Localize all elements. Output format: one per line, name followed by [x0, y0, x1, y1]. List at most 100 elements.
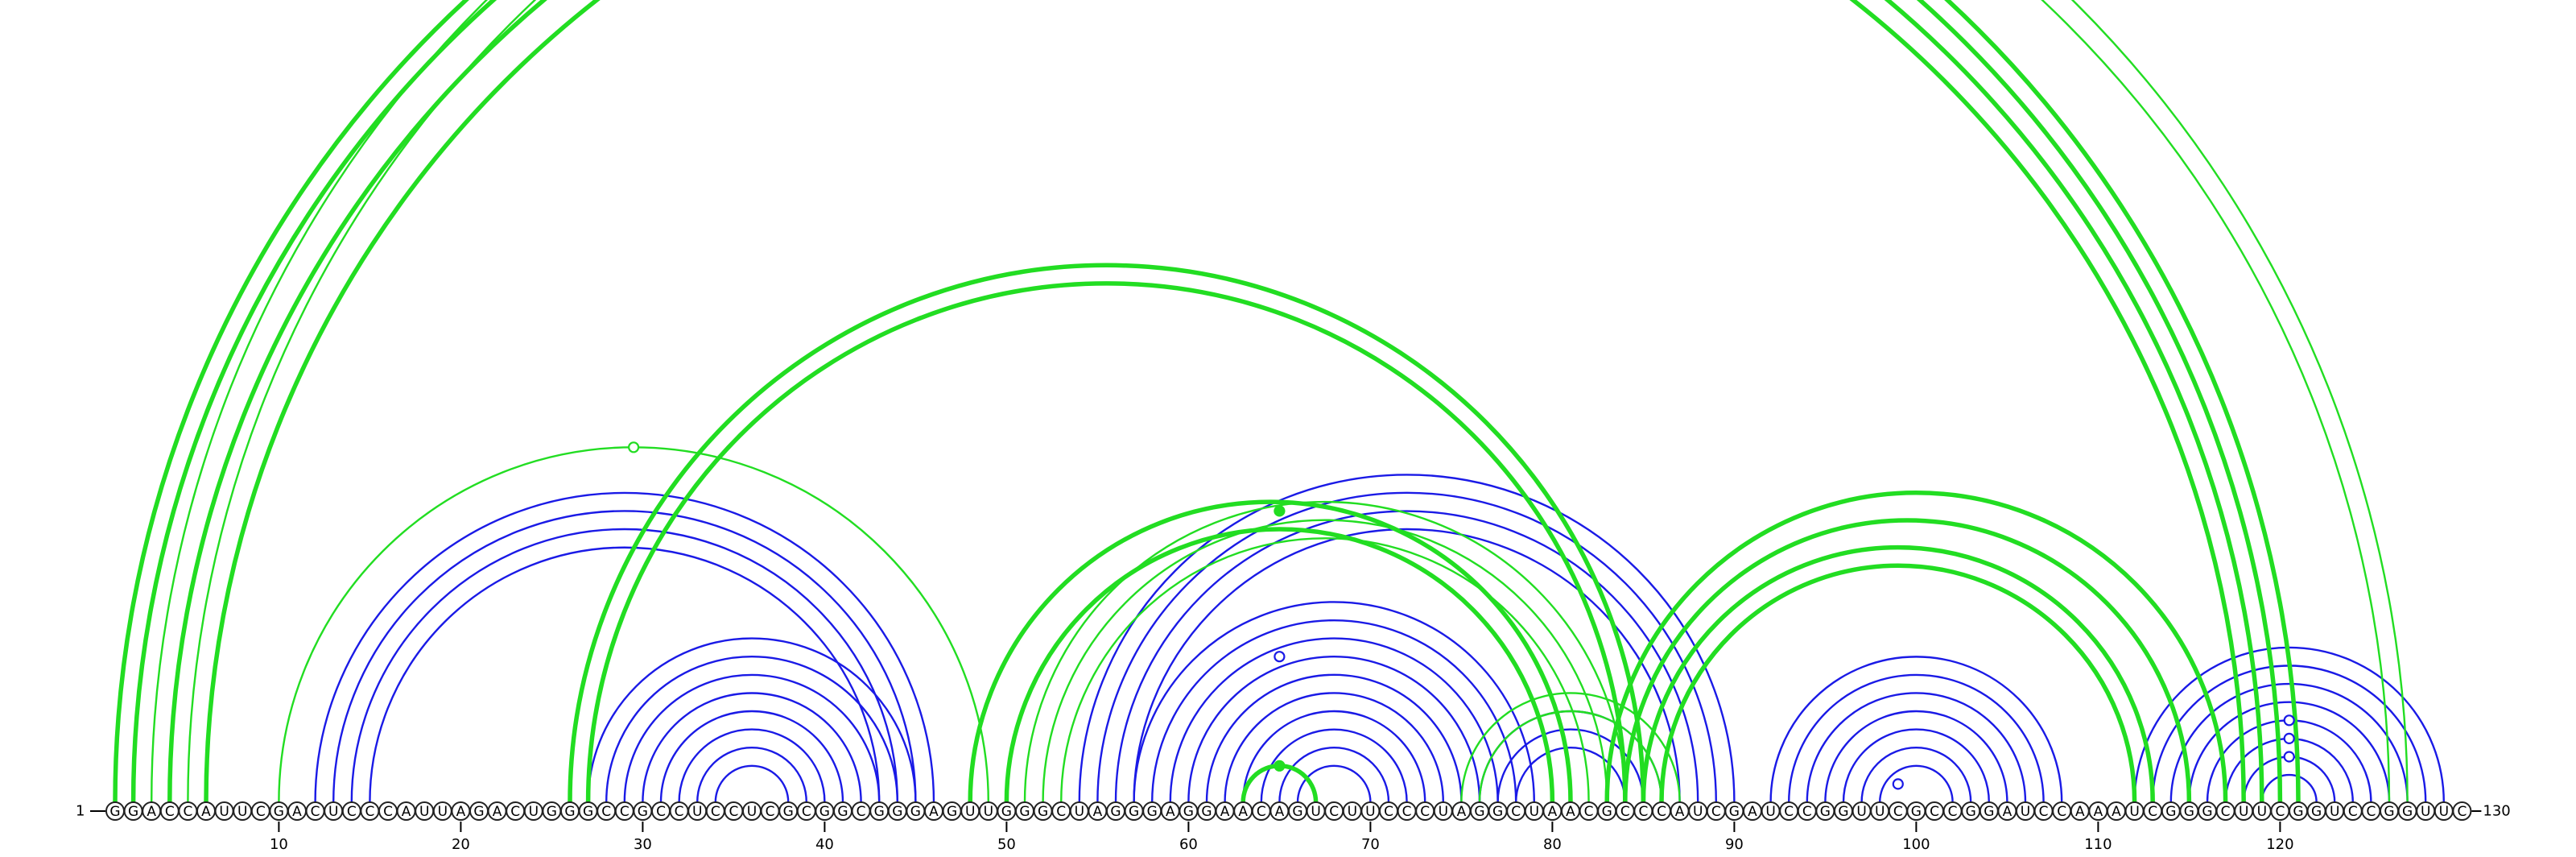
- nucleotide-letter: U: [529, 804, 539, 820]
- nucleotide-letter: G: [910, 804, 921, 820]
- nested-pair-arc: [1842, 728, 1990, 804]
- nucleotide-letter: G: [2402, 804, 2413, 820]
- nucleotide-letter: C: [1711, 804, 1721, 820]
- position-axis: 10 20 30 40 50 60 70 80 90 100 110 120: [270, 822, 2294, 853]
- nucleotide-letter: U: [237, 804, 247, 820]
- pseudoknot-pair-arc: [278, 446, 989, 804]
- nucleotide-letter: A: [1275, 804, 1285, 820]
- nucleotide-letter: U: [1348, 804, 1357, 820]
- nested-pair-arc: [1133, 601, 1535, 804]
- nucleotide-letter: G: [1292, 804, 1302, 820]
- nucleotide-letter: C: [165, 804, 175, 820]
- nucleotide-letter: U: [1075, 804, 1084, 820]
- nucleotide-letter: A: [1548, 804, 1558, 820]
- nucleotide-letter: U: [1875, 804, 1885, 820]
- nucleotide-letter: C: [2457, 804, 2467, 820]
- nucleotide-letter: U: [1856, 804, 1866, 820]
- nucleotide-letter: C: [620, 804, 630, 820]
- nucleotide-letter: C: [1511, 804, 1521, 820]
- nucleotide-letter: U: [1693, 804, 1703, 820]
- nested-pair-arc: [1788, 673, 2045, 804]
- axis-tick-label: 90: [1725, 836, 1744, 853]
- end-index-label: 130: [2483, 803, 2510, 820]
- nucleotide-letter: A: [2075, 804, 2085, 820]
- nested-pair-arc: [1278, 747, 1390, 804]
- nucleotide-letter: G: [1602, 804, 1612, 820]
- axis-tick-label: 70: [1361, 836, 1380, 853]
- nested-pair-arc: [623, 673, 881, 804]
- nucleotide-letter: C: [1638, 804, 1648, 820]
- nucleotide-letter: C: [1893, 804, 1903, 820]
- pseudoknot-pair-arc: [113, 0, 2301, 805]
- nucleotide-letter: A: [1238, 804, 1248, 820]
- nested-pair-arc: [1096, 491, 1717, 804]
- nucleotide-letter: C: [1402, 804, 1412, 820]
- nested-pair-arc: [1296, 764, 1372, 804]
- nucleotide-letter: U: [1765, 804, 1775, 820]
- pseudoknot-pair-arc: [968, 499, 1573, 805]
- nucleotide-letter: G: [1838, 804, 1848, 820]
- nucleotide-letter: G: [1966, 804, 1976, 820]
- nucleotide-letter: U: [419, 804, 429, 820]
- pair-markers: [627, 441, 2295, 790]
- nested-pair-arc: [350, 528, 898, 804]
- nucleotide-letter: G: [473, 804, 484, 820]
- pseudoknot-pair-arc: [187, 0, 2391, 804]
- nucleotide-letter: U: [2257, 804, 2267, 820]
- nucleotide-letter: C: [1802, 804, 1812, 820]
- nested-pair-arc: [1824, 710, 2008, 804]
- nucleotide-letter: U: [747, 804, 757, 820]
- nucleotide-letter: C: [183, 804, 192, 820]
- nucleotide-letter: U: [692, 804, 702, 820]
- nucleotide-letter: U: [2439, 804, 2449, 820]
- nested-pair-arc: [2243, 756, 2336, 804]
- nucleotide-letter: A: [929, 804, 939, 820]
- nucleotide-letter: A: [493, 804, 502, 820]
- pseudoknot-pair-arc: [1659, 563, 2137, 805]
- nested-pair-arc: [1496, 728, 1645, 804]
- nucleotide-letter: A: [1166, 804, 1175, 820]
- nucleotide-letter: C: [1948, 804, 1958, 820]
- nucleotide-circle: [2452, 801, 2472, 821]
- pseudoknot-pair-arc: [1060, 537, 1590, 804]
- nucleotide-letter: U: [219, 804, 229, 820]
- nucleotide-letter: G: [274, 804, 284, 820]
- nested-pair-arc: [332, 510, 917, 804]
- base-pair-arcs: [113, 0, 2445, 805]
- nucleotide-letter: G: [1129, 804, 1139, 820]
- nucleotide-letter: C: [2057, 804, 2066, 820]
- nested-pair-arc: [369, 546, 881, 804]
- nucleotide-letter: G: [1984, 804, 1994, 820]
- nucleotide-letter: U: [328, 804, 338, 820]
- nucleotide-letter: C: [766, 804, 775, 820]
- nucleotide-letter: G: [1492, 804, 1503, 820]
- nucleotide-letter: G: [1474, 804, 1484, 820]
- pseudoknot-pair-arc: [1004, 527, 1555, 805]
- nucleotide-letter: A: [292, 804, 302, 820]
- pair-marker-open: [2283, 714, 2295, 727]
- nucleotide-letter: C: [1930, 804, 1939, 820]
- nucleotide-letter: G: [1820, 804, 1831, 820]
- nested-pair-arc: [1860, 747, 1972, 804]
- nucleotide-letter: C: [656, 804, 666, 820]
- nucleotide-letter: C: [1420, 804, 1430, 820]
- nested-pair-arc: [1515, 747, 1626, 804]
- nucleotide-letter: C: [1056, 804, 1066, 820]
- nested-pair-arc: [587, 637, 917, 804]
- pair-marker-open: [2283, 732, 2295, 745]
- nucleotide-letter: U: [438, 804, 448, 820]
- pseudoknot-pair-arc: [130, 0, 2283, 805]
- nucleotide-letter: A: [2003, 804, 2013, 820]
- pair-marker-filled: [1274, 760, 1286, 772]
- nucleotide-letter: G: [109, 804, 120, 820]
- axis-tick-label: 30: [634, 836, 652, 853]
- nucleotide-letter: C: [2348, 804, 2358, 820]
- nucleotide-letter: G: [783, 804, 794, 820]
- nucleotide-letter: C: [1384, 804, 1393, 820]
- nested-pair-arc: [1879, 764, 1954, 804]
- nucleotide-letter: G: [638, 804, 648, 820]
- nested-pair-arc: [642, 692, 862, 804]
- nucleotide-letter: U: [2330, 804, 2339, 820]
- axis-tick-label: 40: [815, 836, 834, 853]
- axis-tick-label: 80: [1543, 836, 1562, 853]
